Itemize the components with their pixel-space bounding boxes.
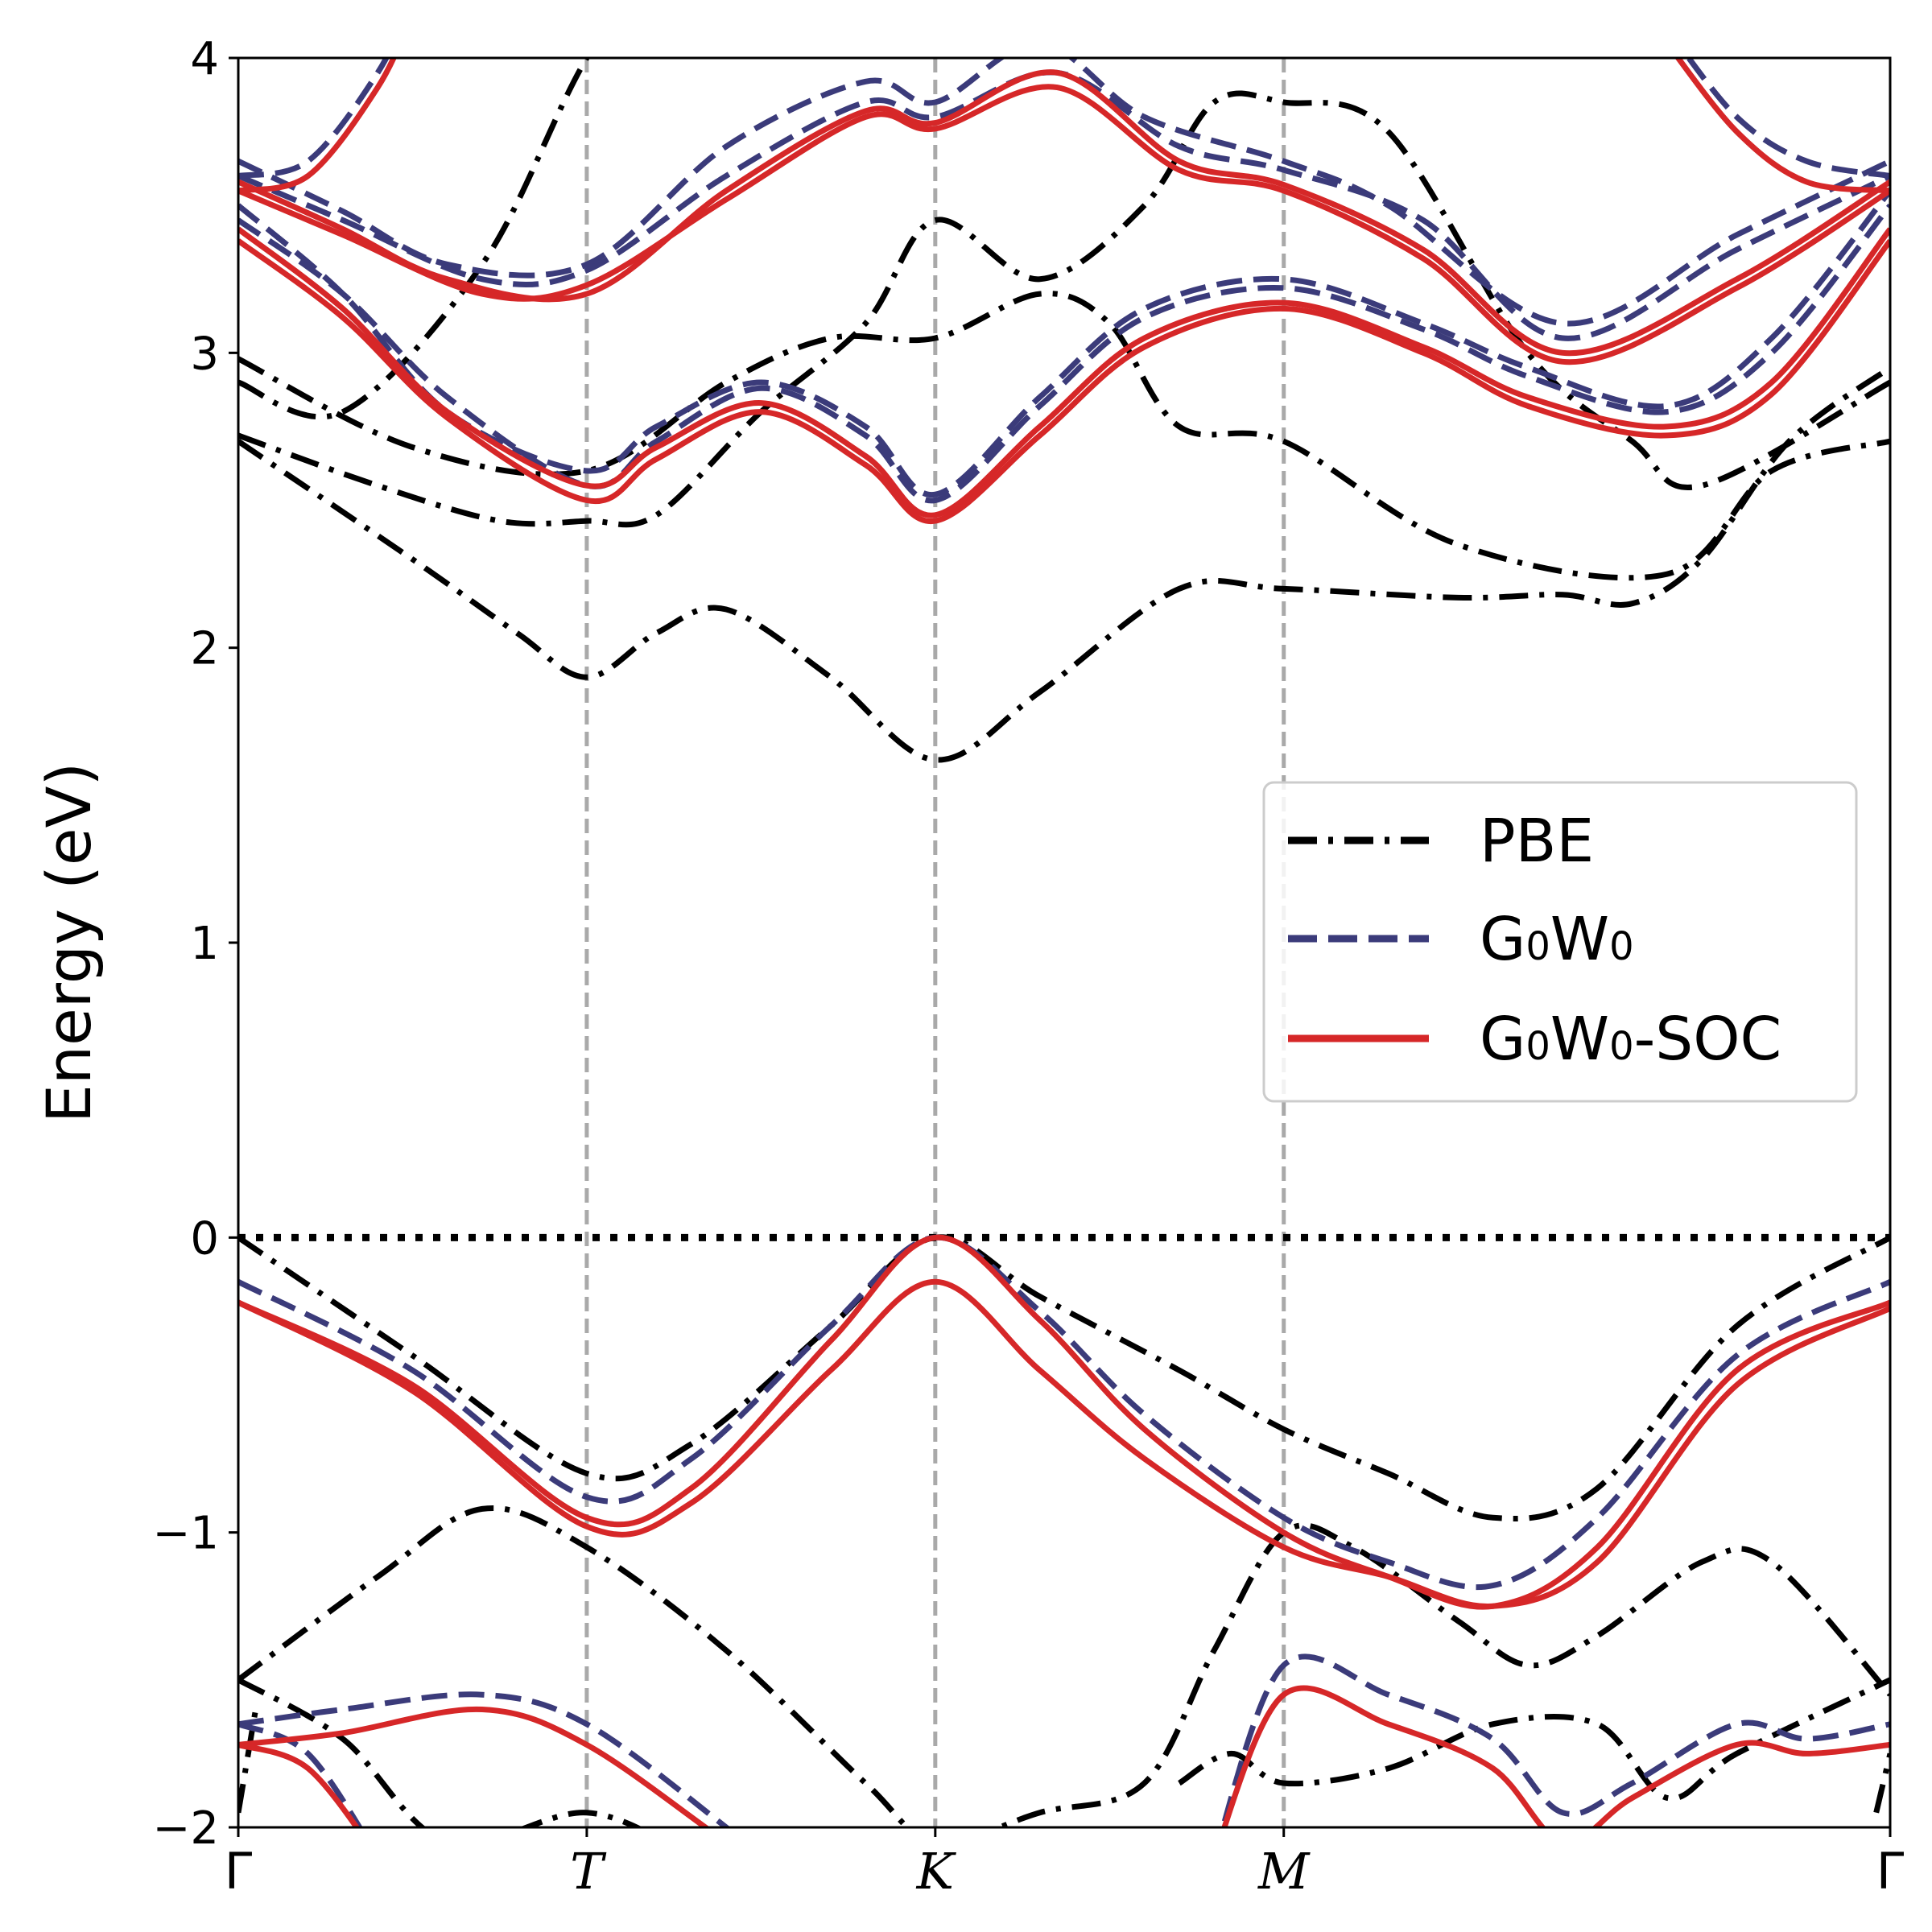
legend-label-g0w0: G0W0: [1480, 905, 1634, 974]
g0w0-band-line: [238, 188, 1890, 497]
y-tick-label: 0: [190, 1212, 219, 1265]
legend-label-pbe: PBE: [1480, 807, 1594, 876]
g0w0-soc-band-line: [238, 1278, 1890, 1609]
pbe-band-line: [238, 1708, 259, 1814]
pbe-band-line: [238, 90, 1890, 528]
pbe-band-line: [238, 291, 1890, 581]
y-axis-title: Energy (eV): [33, 762, 105, 1123]
band-lines: [238, 58, 1890, 1827]
y-tick-label: 1: [190, 918, 219, 970]
y-tick-label: 2: [190, 623, 219, 675]
g0w0-soc-band-line: [238, 1742, 361, 1827]
kpoint-label: M: [1257, 1842, 1311, 1901]
pbe-band-line: [238, 365, 1890, 763]
g0w0-band-line: [238, 58, 390, 179]
pbe-band-line: [238, 1505, 1890, 1827]
g0w0-soc-band-line: [238, 84, 1890, 365]
kpoint-label: Γ: [225, 1842, 253, 1901]
g0w0-band-line: [238, 58, 1890, 327]
g0w0-soc-band-line: [238, 238, 1890, 524]
y-tick-label: −1: [152, 1508, 219, 1560]
g0w0-soc-band-line: [1674, 58, 1890, 194]
pbe-band-line: [1177, 1677, 1890, 1802]
g0w0-soc-band-line: [238, 58, 397, 194]
g0w0-band-line: [238, 204, 1890, 504]
y-tick-label: 3: [190, 328, 219, 380]
g0w0-band-line: [238, 1691, 731, 1827]
kpoint-label: Γ: [1876, 1842, 1905, 1901]
g0w0-soc-band-line: [1221, 1685, 1890, 1827]
g0w0-soc-band-line: [238, 1706, 711, 1827]
y-axis-ticks: 4 3 2 1 0 −1 −2: [152, 33, 238, 1855]
g0w0-soc-band-line: [238, 69, 1890, 357]
g0w0-band-line: [1220, 1653, 1890, 1827]
y-tick-label: 4: [190, 33, 219, 85]
kpoint-label: K: [916, 1842, 957, 1901]
legend-label-g0w0-soc: G0W0-SOC: [1480, 1005, 1781, 1074]
g0w0-band-line: [238, 1234, 1890, 1591]
kpoint-label: T: [570, 1842, 607, 1901]
g0w0-soc-band-line: [238, 1234, 1890, 1610]
g0w0-soc-band-line: [238, 226, 1890, 518]
pbe-band-line: [238, 1677, 643, 1827]
g0w0-band-line: [1685, 58, 1890, 179]
legend: PBE G0W0 G0W0-SOC: [1262, 781, 1858, 1103]
pbe-band-line: [238, 1234, 1890, 1521]
g0w0-band-line: [238, 1721, 363, 1827]
y-tick-label: −2: [152, 1802, 219, 1855]
kpoint-separator-lines: [584, 58, 1286, 1827]
legend-box: [1262, 781, 1858, 1103]
